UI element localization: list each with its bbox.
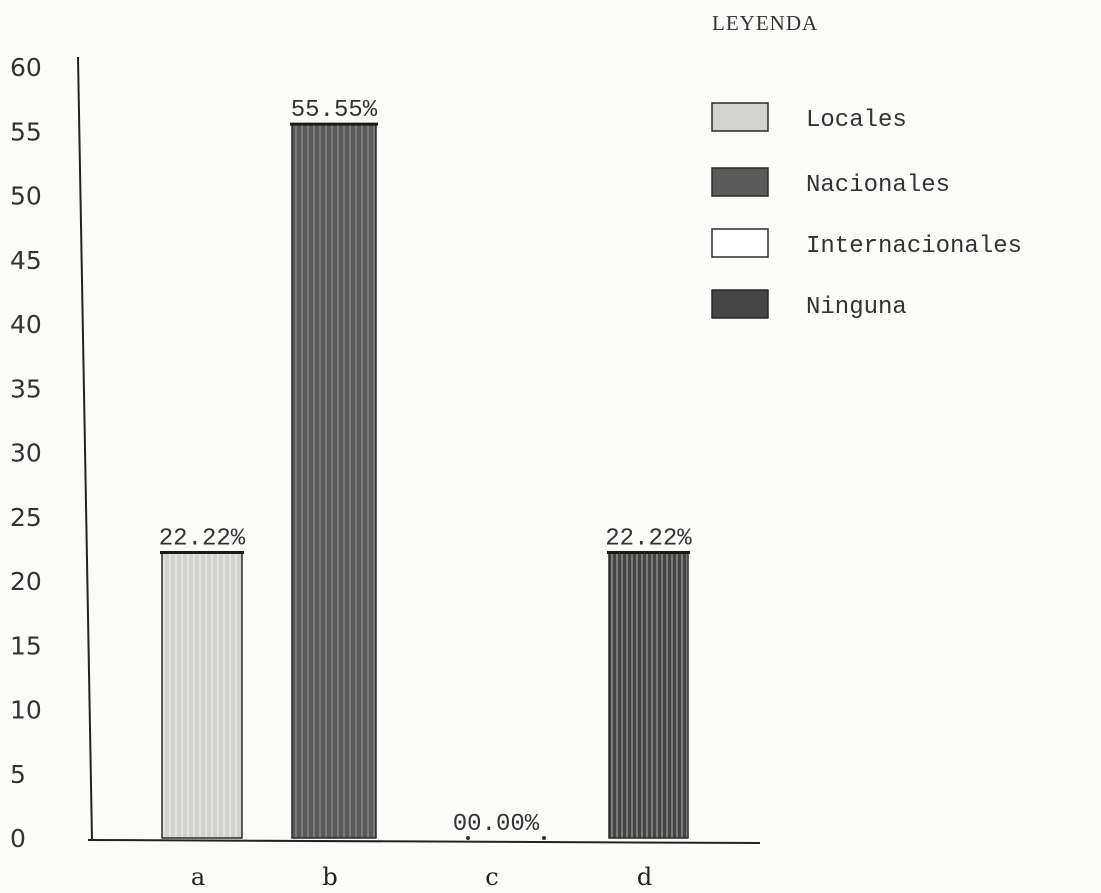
legend-swatch-ninguna [711,289,769,319]
y-tick-label: 20 [10,567,42,596]
y-tick-label: 40 [10,310,42,339]
y-tick-label: 5 [10,760,26,789]
y-tick-label: 60 [10,53,42,82]
y-tick-label: 15 [10,631,42,660]
bar-d [608,551,689,839]
legend-label-nacionales: Nacionales [806,172,950,199]
y-tick-label: 50 [10,182,42,211]
legend: LEYENDA Locales Nacionales Internacionales… [711,11,1022,321]
legend-swatch-nacionales [711,167,769,197]
legend-label-ninguna: Ninguna [806,294,907,321]
data-label-d: 22.22% [605,525,692,552]
legend-label-internacionales: Internacionales [806,233,1022,260]
category-label-c: c [485,863,498,891]
bar-c-marker [466,836,470,840]
category-label-a: a [191,863,205,891]
data-label-a: 22.22% [159,525,246,552]
y-tick-label: 35 [10,374,42,403]
bar-c-marker [542,836,546,840]
legend-label-locales: Locales [806,107,907,134]
bar-b [291,123,377,839]
y-tick-label: 30 [10,439,42,468]
y-tick-label: 45 [10,246,42,275]
category-label-d: d [637,863,652,891]
x-axis-line [87,839,761,844]
y-tick-label: 55 [10,117,42,146]
data-label-b: 55.55% [291,97,378,124]
data-label-c: 00.00% [453,811,540,838]
bars [160,122,690,840]
category-labels: a b c d [191,863,652,891]
y-tick-labels: 0 5 10 15 20 25 30 35 40 45 50 55 60 [10,53,42,853]
y-tick-label: 10 [10,696,42,725]
y-axis [77,56,93,841]
legend-swatch-internacionales [711,228,769,258]
y-tick-label: 0 [10,824,26,853]
data-labels: 22.22% 55.55% 00.00% 22.22% [159,97,693,838]
y-tick-label: 25 [10,503,42,532]
y-axis-line [77,56,93,841]
bar-a [161,551,243,839]
category-label-b: b [322,863,337,891]
legend-title: LEYENDA [712,11,818,35]
legend-swatch-locales [711,102,769,132]
